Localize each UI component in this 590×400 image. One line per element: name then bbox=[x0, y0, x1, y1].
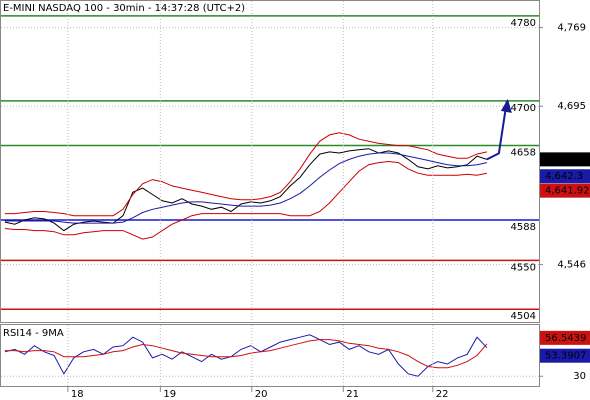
series-line bbox=[4, 132, 488, 217]
price-tag-label: 4,645 bbox=[545, 154, 574, 165]
price-tag bbox=[540, 152, 590, 167]
price-tag-label: 4,642.3 bbox=[545, 171, 583, 182]
level-label: 4700 bbox=[511, 103, 536, 114]
y-tick-label: 4,769 bbox=[557, 23, 586, 34]
series-line bbox=[4, 152, 488, 224]
level-label: 4588 bbox=[511, 222, 536, 233]
price-tag bbox=[540, 183, 590, 198]
forecast-arrowhead bbox=[500, 98, 512, 113]
level-label: 4780 bbox=[511, 18, 536, 29]
series-line bbox=[4, 339, 488, 369]
price-tag bbox=[540, 169, 590, 184]
series-line bbox=[4, 160, 488, 240]
x-tick-label: 22 bbox=[436, 389, 449, 400]
y-tick-label: 30 bbox=[573, 371, 586, 382]
level-label: 4504 bbox=[511, 311, 536, 322]
level-label: 4658 bbox=[511, 148, 536, 159]
rsi-frame bbox=[0, 324, 540, 387]
price-tag bbox=[540, 330, 590, 345]
rsi-title: RSI14 - 9MA bbox=[3, 328, 64, 339]
price-frame bbox=[0, 0, 540, 323]
forecast-arrow bbox=[486, 100, 508, 161]
price-tag-label: 53.3907 bbox=[545, 351, 586, 362]
x-tick-label: 21 bbox=[346, 389, 359, 400]
x-tick-label: 18 bbox=[71, 389, 84, 400]
y-tick-label: 4,695 bbox=[557, 101, 586, 112]
price-tag-label: 4,641.92 bbox=[545, 186, 590, 197]
series-line bbox=[4, 148, 488, 232]
x-tick-label: 20 bbox=[255, 389, 268, 400]
chart-title: E-MINI NASDAQ 100 - 30min - 14:37:28 (UT… bbox=[3, 3, 245, 14]
y-tick-label: 4,546 bbox=[557, 260, 586, 271]
series-line bbox=[4, 334, 488, 377]
x-tick-label: 19 bbox=[163, 389, 176, 400]
level-label: 4550 bbox=[511, 262, 536, 273]
price-tag-label: 56.5439 bbox=[545, 333, 586, 344]
price-tag bbox=[540, 348, 590, 363]
